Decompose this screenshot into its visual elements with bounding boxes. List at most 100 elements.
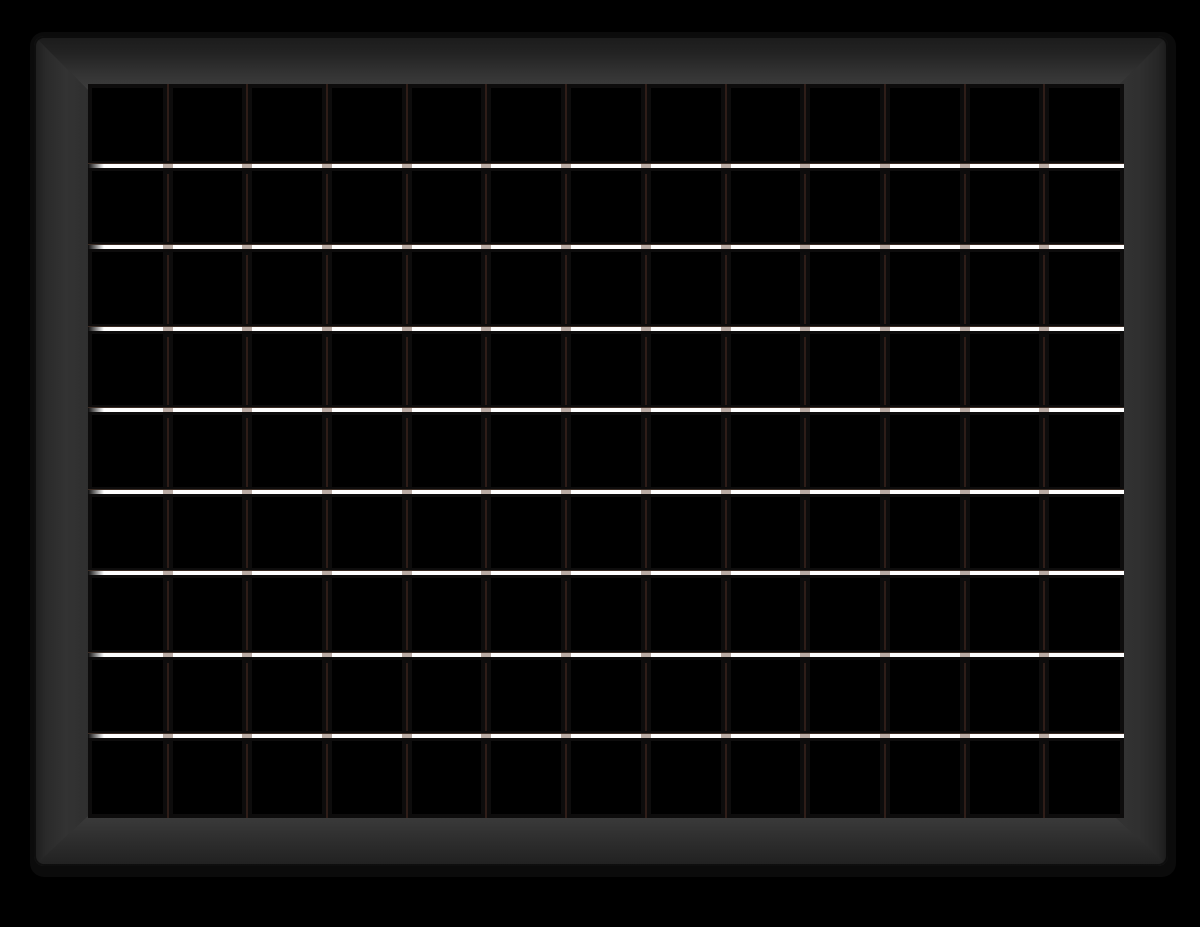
- pane-glass: [570, 577, 642, 651]
- pane-r5-c6: [486, 410, 567, 492]
- pane-r2-c10: [805, 165, 885, 248]
- pane-glass: [1048, 88, 1120, 162]
- pane-r9-c9: [725, 736, 806, 818]
- pane-glass: [410, 88, 483, 162]
- pane-glass: [888, 332, 961, 407]
- pane-glass: [649, 495, 722, 570]
- pane-r3-c11: [884, 247, 965, 329]
- pane-glass: [490, 495, 563, 570]
- pane-r8-c9: [725, 654, 806, 737]
- pane-r3-c5: [406, 247, 487, 329]
- pane-r5-c7: [566, 410, 646, 492]
- pane-glass: [331, 495, 403, 570]
- pane-glass: [649, 251, 722, 325]
- pane-r9-c2: [167, 736, 248, 818]
- pane-r3-c12: [964, 247, 1045, 329]
- pane-r6-c8: [645, 491, 726, 574]
- pane-glass: [809, 88, 881, 162]
- pane-glass: [570, 251, 642, 325]
- pane-glass: [251, 332, 324, 407]
- pane-glass: [490, 251, 563, 325]
- pane-r1-c13: [1044, 84, 1124, 166]
- pane-glass: [251, 658, 324, 733]
- pane-glass: [1048, 251, 1120, 325]
- pane-r1-c7: [566, 84, 646, 166]
- pane-glass: [490, 658, 563, 733]
- pane-glass: [92, 658, 164, 733]
- pane-glass: [570, 740, 642, 814]
- pane-r1-c1: [88, 84, 168, 166]
- pane-r4-c12: [964, 328, 1045, 411]
- pane-glass: [809, 169, 881, 244]
- pane-r7-c11: [884, 573, 965, 655]
- pane-r6-c12: [964, 491, 1045, 574]
- pane-glass: [171, 658, 244, 733]
- pane-r7-c6: [486, 573, 567, 655]
- pane-glass: [331, 332, 403, 407]
- pane-glass: [171, 495, 244, 570]
- pane-r4-c11: [884, 328, 965, 411]
- pane-glass: [809, 577, 881, 651]
- pane-glass: [1048, 332, 1120, 407]
- pane-r5-c2: [167, 410, 248, 492]
- pane-glass: [888, 577, 961, 651]
- pane-glass: [968, 740, 1041, 814]
- pane-glass: [729, 577, 802, 651]
- pane-r6-c4: [327, 491, 407, 574]
- pane-glass: [649, 577, 722, 651]
- pane-r9-c13: [1044, 736, 1124, 818]
- pane-glass: [171, 332, 244, 407]
- pane-glass: [729, 740, 802, 814]
- pane-r8-c4: [327, 654, 407, 737]
- pane-glass: [649, 169, 722, 244]
- pane-r8-c6: [486, 654, 567, 737]
- pane-glass: [888, 414, 961, 488]
- pane-r4-c5: [406, 328, 487, 411]
- pane-r8-c7: [566, 654, 646, 737]
- pane-r4-c2: [167, 328, 248, 411]
- pane-glass: [968, 332, 1041, 407]
- pane-r9-c6: [486, 736, 567, 818]
- pane-glass: [1048, 577, 1120, 651]
- pane-r3-c6: [486, 247, 567, 329]
- pane-glass: [331, 577, 403, 651]
- pane-glass: [92, 332, 164, 407]
- pane-r7-c5: [406, 573, 487, 655]
- pane-r8-c8: [645, 654, 726, 737]
- pane-r9-c5: [406, 736, 487, 818]
- pane-r1-c9: [725, 84, 806, 166]
- pane-r5-c5: [406, 410, 487, 492]
- pane-r5-c8: [645, 410, 726, 492]
- pane-glass: [92, 577, 164, 651]
- pane-glass: [729, 88, 802, 162]
- pane-glass: [649, 658, 722, 733]
- pane-r1-c4: [327, 84, 407, 166]
- pane-glass: [809, 740, 881, 814]
- pane-glass: [331, 251, 403, 325]
- pane-r6-c7: [566, 491, 646, 574]
- pane-glass: [251, 495, 324, 570]
- pane-glass: [251, 88, 324, 162]
- pane-glass: [888, 251, 961, 325]
- pane-glass: [410, 414, 483, 488]
- pane-r8-c10: [805, 654, 885, 737]
- pane-glass: [251, 740, 324, 814]
- pane-glass: [490, 332, 563, 407]
- pane-glass: [888, 88, 961, 162]
- pane-r4-c6: [486, 328, 567, 411]
- pane-r7-c4: [327, 573, 407, 655]
- pane-r1-c8: [645, 84, 726, 166]
- pane-r1-c11: [884, 84, 965, 166]
- pane-r6-c5: [406, 491, 487, 574]
- pane-glass: [809, 495, 881, 570]
- pane-r7-c7: [566, 573, 646, 655]
- pane-glass: [809, 251, 881, 325]
- pane-r4-c13: [1044, 328, 1124, 411]
- pane-r8-c5: [406, 654, 487, 737]
- pane-r9-c7: [566, 736, 646, 818]
- pane-glass: [968, 88, 1041, 162]
- pane-r6-c1: [88, 491, 168, 574]
- pane-r5-c3: [247, 410, 328, 492]
- pane-glass: [331, 88, 403, 162]
